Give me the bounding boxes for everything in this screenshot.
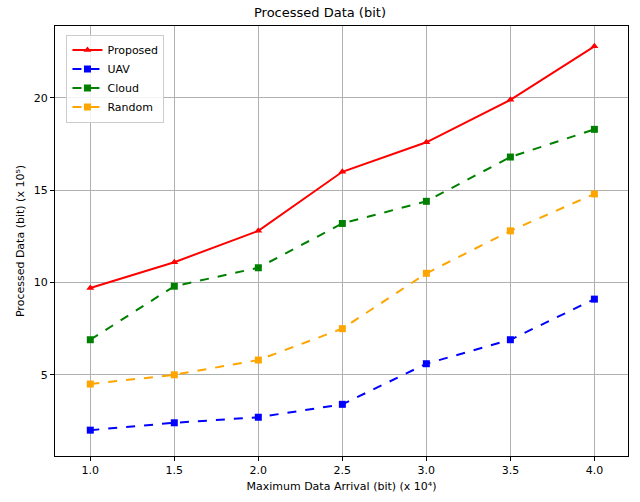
svg-text:15: 15: [34, 184, 48, 197]
svg-text:Processed Data (bit): Processed Data (bit): [254, 5, 386, 20]
svg-text:Processed Data (bit) (x 10⁵): Processed Data (bit) (x 10⁵): [14, 165, 27, 317]
svg-text:3.5: 3.5: [502, 464, 520, 477]
svg-text:20: 20: [34, 92, 48, 105]
svg-text:Maximum Data Arrival (bit) (x: Maximum Data Arrival (bit) (x 10⁴): [246, 480, 436, 493]
svg-text:UAV: UAV: [107, 63, 130, 76]
svg-text:Cloud: Cloud: [107, 82, 138, 95]
svg-text:10: 10: [34, 276, 48, 289]
svg-text:Random: Random: [107, 101, 153, 114]
svg-text:2.0: 2.0: [250, 464, 268, 477]
svg-text:4.0: 4.0: [586, 464, 604, 477]
svg-text:2.5: 2.5: [334, 464, 352, 477]
svg-text:Proposed: Proposed: [107, 44, 158, 57]
svg-text:5: 5: [41, 369, 48, 382]
svg-text:1.5: 1.5: [166, 464, 184, 477]
svg-text:1.0: 1.0: [82, 464, 100, 477]
svg-text:3.0: 3.0: [418, 464, 436, 477]
